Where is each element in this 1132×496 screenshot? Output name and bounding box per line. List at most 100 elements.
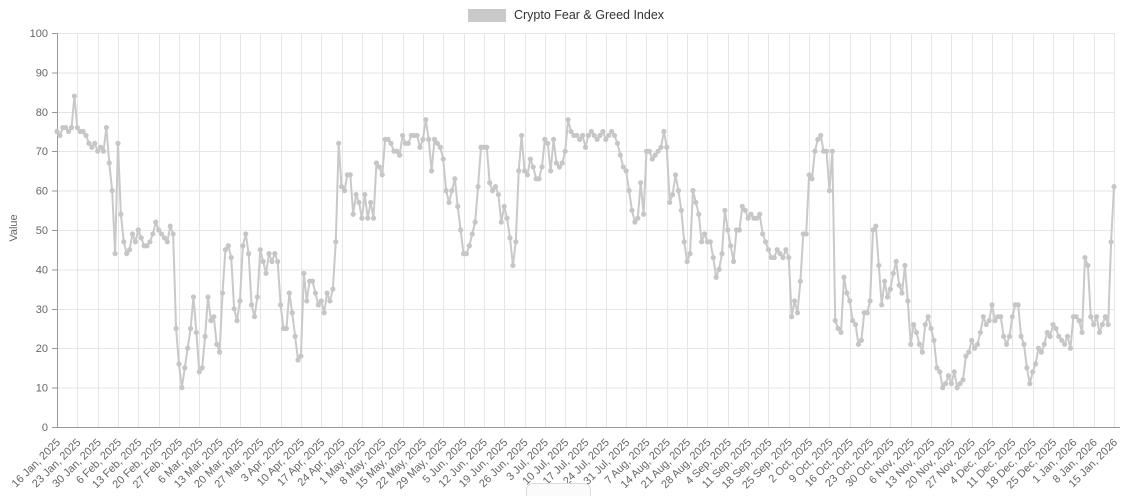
data-point-marker (475, 184, 481, 190)
data-point-marker (463, 251, 470, 257)
data-point-marker (1099, 321, 1105, 328)
data-point-marker (1030, 369, 1036, 375)
data-point-marker (594, 136, 600, 142)
data-point-marker (362, 191, 368, 198)
data-point-marker (989, 302, 995, 308)
data-point-marker (431, 136, 438, 142)
data-point-marker (913, 329, 920, 336)
data-point-marker (182, 365, 188, 371)
data-point-marker (1059, 337, 1065, 343)
data-point-marker (757, 211, 763, 217)
data-point-marker (672, 172, 679, 178)
data-point-marker (783, 247, 789, 253)
data-point-marker (852, 321, 859, 328)
data-point-marker (847, 298, 853, 304)
y-axis-tick-label: 10 (36, 383, 48, 395)
data-point-marker (841, 274, 847, 280)
data-point-marker (202, 333, 208, 339)
data-point-marker (219, 290, 226, 296)
data-point-marker (112, 251, 118, 257)
data-point-marker (97, 144, 104, 150)
data-point-marker (510, 262, 516, 269)
data-point-marker (455, 203, 461, 209)
data-point-marker (556, 164, 562, 170)
data-point-marker (1076, 318, 1082, 324)
data-point-marker (530, 164, 536, 170)
data-point-marker (440, 156, 446, 162)
data-point-marker (1073, 314, 1079, 320)
data-point-marker (620, 164, 626, 170)
data-point-marker (765, 247, 772, 253)
data-point-marker (1015, 302, 1021, 308)
data-point-marker (173, 325, 179, 332)
data-point-marker (260, 258, 266, 265)
data-point-marker (553, 160, 560, 166)
data-point-marker (516, 168, 522, 174)
data-point-marker (969, 337, 975, 343)
data-point-marker (864, 310, 870, 316)
legend-swatch-icon (467, 8, 506, 22)
data-point-marker (893, 258, 899, 265)
legend-item[interactable]: Crypto Fear & Greed Index (467, 8, 664, 22)
data-point-marker (423, 117, 429, 123)
data-point-marker (640, 211, 647, 217)
data-point-marker (100, 148, 107, 154)
data-point-marker (132, 239, 138, 245)
y-axis-tick-label: 100 (30, 28, 48, 40)
data-point-marker (876, 262, 882, 269)
data-point-marker (124, 251, 130, 257)
plot-area[interactable] (57, 33, 1120, 427)
data-point-marker (867, 298, 873, 304)
data-point-marker (420, 136, 426, 142)
data-point-marker (234, 318, 240, 324)
data-point-marker (507, 235, 513, 241)
data-point-marker (951, 369, 957, 375)
data-point-marker (318, 298, 324, 304)
data-point-marker (1003, 341, 1010, 347)
data-point-marker (519, 132, 525, 139)
data-point-marker (731, 258, 737, 265)
data-point-marker (170, 231, 176, 237)
data-point-marker (324, 290, 330, 296)
data-point-marker (1062, 341, 1068, 347)
data-point-marker (1056, 333, 1062, 339)
data-point-marker (1085, 262, 1091, 269)
data-point-marker (272, 251, 278, 257)
data-point-marker (1111, 184, 1117, 190)
y-axis-tick-label: 70 (36, 146, 48, 158)
data-point-marker (794, 310, 801, 316)
data-point-marker (66, 128, 72, 135)
data-point-marker (809, 176, 815, 182)
data-point-marker (667, 199, 673, 206)
data-point-marker (513, 239, 519, 245)
data-point-marker (1027, 381, 1033, 387)
data-point-marker (829, 148, 835, 154)
data-point-marker (568, 128, 574, 135)
y-axis-tick-label: 30 (36, 304, 48, 316)
data-point-marker (600, 128, 606, 135)
data-point-marker (309, 278, 316, 284)
data-point-marker (426, 136, 432, 142)
data-point-marker (713, 274, 719, 280)
data-point-marker (565, 117, 571, 123)
data-point-marker (870, 227, 876, 233)
data-point-marker (736, 227, 743, 233)
data-point-marker (696, 211, 702, 217)
data-point-marker (655, 148, 661, 154)
data-point-marker (603, 136, 609, 142)
data-point-marker (716, 266, 722, 272)
data-point-marker (539, 164, 545, 170)
y-axis-title: Value (8, 214, 20, 242)
data-point-marker (550, 136, 557, 142)
data-point-marker (196, 369, 202, 375)
data-point-marker (394, 148, 400, 154)
data-point-marker (789, 314, 795, 320)
data-point-marker (931, 337, 937, 343)
data-point-marker (301, 270, 307, 276)
data-point-marker (312, 290, 319, 296)
data-point-marker (458, 227, 464, 233)
data-point-marker (980, 314, 986, 320)
data-point-marker (1067, 345, 1074, 351)
data-point-marker (577, 136, 583, 142)
